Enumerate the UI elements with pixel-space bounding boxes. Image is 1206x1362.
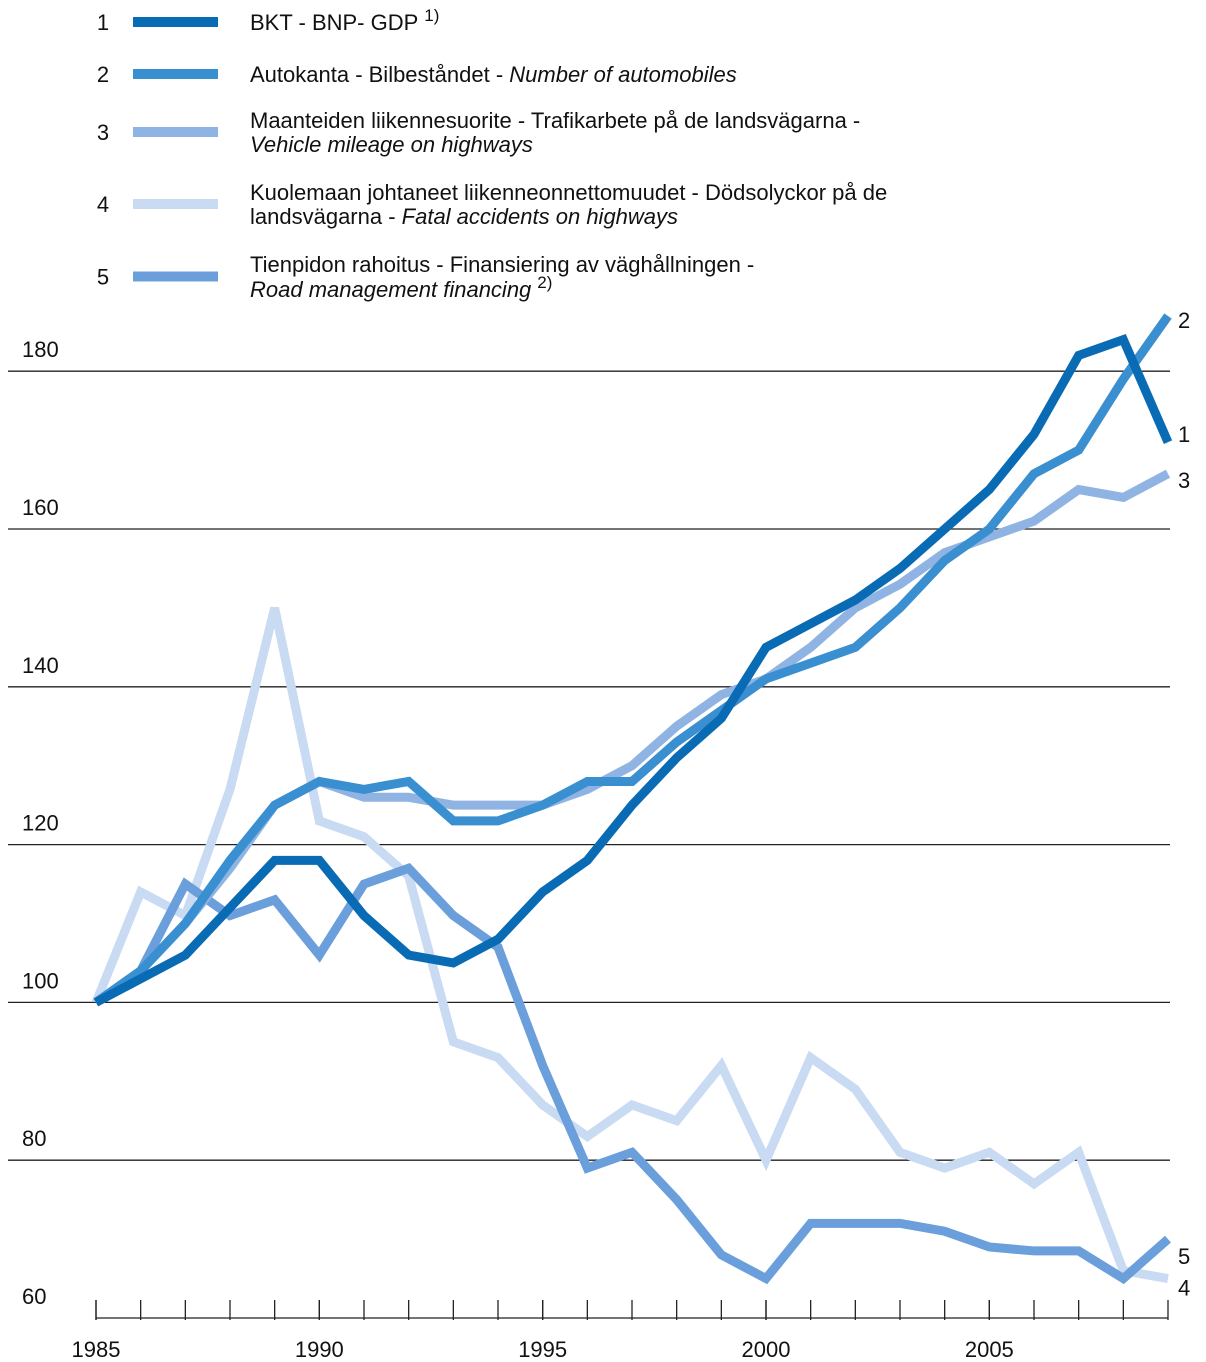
legend-number: 4 [97, 192, 109, 217]
legend-label: Autokanta - Bilbeståndet - Number of aut… [250, 62, 737, 87]
legend-number: 2 [97, 62, 109, 87]
legend-label-part: 1) [424, 6, 439, 25]
y-tick-label: 100 [22, 968, 59, 993]
y-tick-label: 180 [22, 337, 59, 362]
legend-label-part: 2) [537, 273, 552, 292]
legend-label-part: Road management financing [250, 277, 532, 302]
x-tick-label: 2000 [742, 1337, 791, 1362]
end-label: 4 [1178, 1276, 1190, 1301]
legend-label: Maanteiden liikennesuorite - Trafikarbet… [250, 108, 860, 133]
x-tick-label: 1995 [518, 1337, 567, 1362]
legend-label-part: Vehicle mileage on highways [250, 132, 533, 157]
series-line [93, 469, 1171, 1007]
legend-label-part: BKT - BNP- GDP [250, 10, 418, 35]
end-label: 5 [1178, 1244, 1190, 1269]
legend-label: Vehicle mileage on highways [250, 132, 533, 157]
legend-number: 5 [97, 265, 109, 290]
end-label: 2 [1178, 308, 1190, 333]
x-tick-label: 1990 [295, 1337, 344, 1362]
series-line [93, 313, 1172, 1007]
legend-label: BKT - BNP- GDP 1) [250, 6, 439, 35]
legend-label: Road management financing 2) [250, 273, 552, 302]
x-tick-label: 1985 [72, 1337, 121, 1362]
legend-number: 3 [97, 120, 109, 145]
y-tick-label: 60 [22, 1284, 46, 1309]
y-tick-label: 80 [22, 1126, 46, 1151]
legend-label-part: Tienpidon rahoitus - Finansiering av väg… [250, 252, 754, 277]
end-label: 3 [1178, 468, 1190, 493]
series-line [93, 334, 1173, 1007]
legend-number: 1 [97, 10, 109, 35]
y-tick-label: 120 [22, 811, 59, 836]
y-tick-label: 140 [22, 653, 59, 678]
legend-label-part: Fatal accidents on highways [402, 204, 678, 229]
legend-label-part: landsvägarna - [250, 204, 402, 229]
end-label: 1 [1178, 422, 1190, 447]
legend-label-part: Maanteiden liikennesuorite - Trafikarbet… [250, 108, 860, 133]
legend-label: landsvägarna - Fatal accidents on highwa… [250, 204, 678, 229]
x-tick-label: 2005 [965, 1337, 1014, 1362]
series-line [91, 606, 1169, 1283]
series-line [93, 863, 1171, 1285]
legend-label: Tienpidon rahoitus - Finansiering av väg… [250, 252, 754, 277]
legend-label-part: Number of automobiles [509, 62, 736, 87]
legend-label-part: Kuolemaan johtaneet liikenneonnettomuude… [250, 180, 887, 205]
y-tick-label: 160 [22, 495, 59, 520]
legend-label-part: Autokanta - Bilbeståndet - [250, 62, 509, 87]
legend-label: Kuolemaan johtaneet liikenneonnettomuude… [250, 180, 887, 205]
